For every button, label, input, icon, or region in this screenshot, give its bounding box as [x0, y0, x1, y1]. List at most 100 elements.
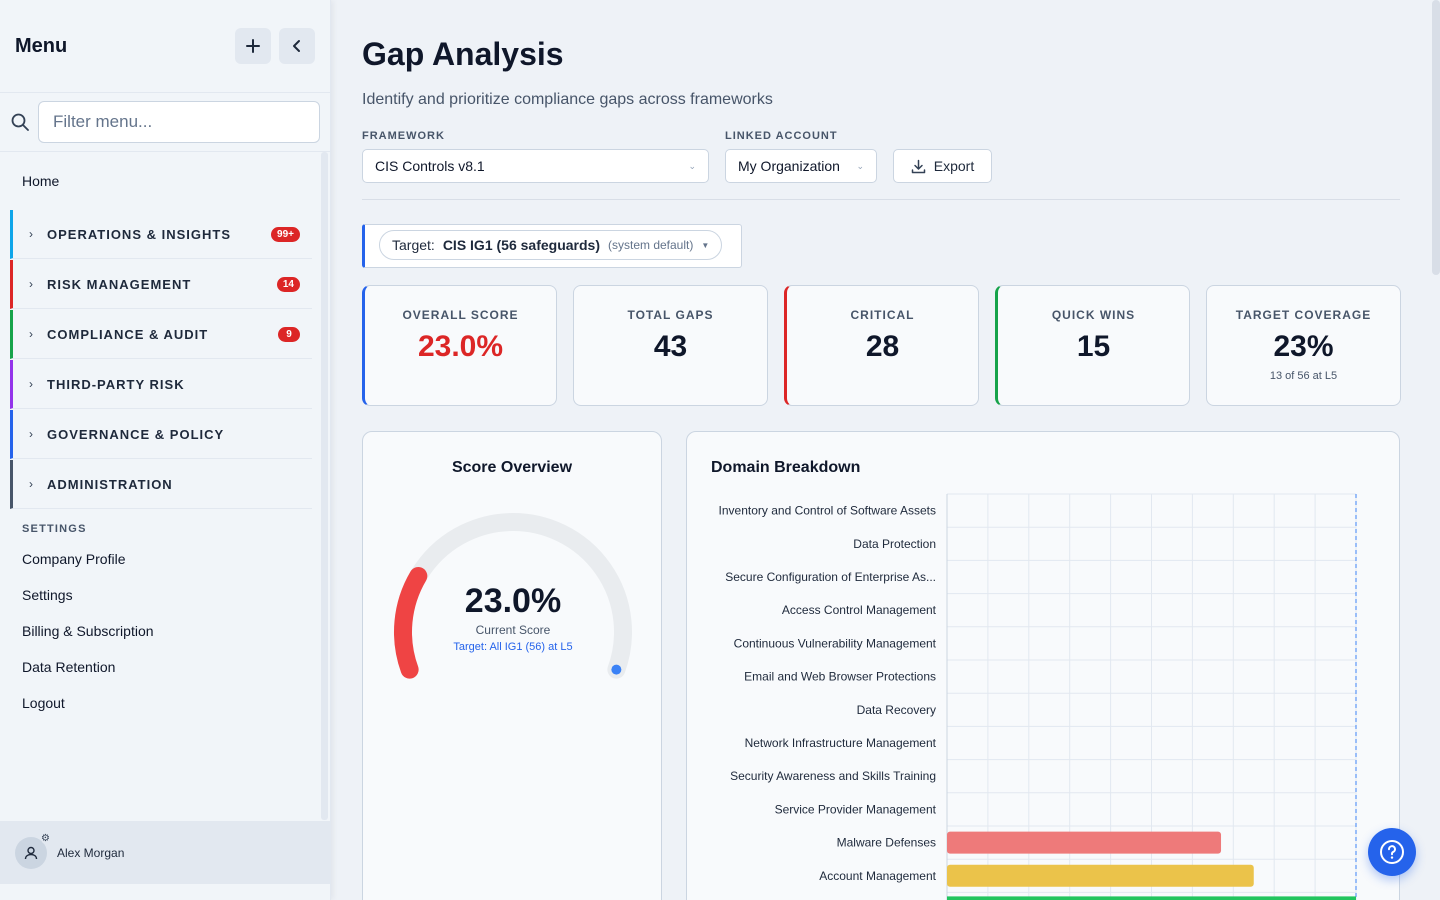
metric-value: 15 [1076, 330, 1111, 363]
sidebar-group-label: ADMINISTRATION [47, 476, 173, 492]
domain-breakdown-chart: Inventory and Control of Software Assets… [719, 493, 1357, 900]
sidebar-group-label: GOVERNANCE & POLICY [47, 426, 225, 442]
page-subtitle: Identify and prioritize compliance gaps … [362, 91, 773, 108]
sidebar-item-home[interactable]: Home [22, 173, 60, 189]
category-label: Email and Web Browser Protections [744, 670, 936, 684]
chevron-right-icon: › [29, 377, 33, 391]
gauge-value-arc [394, 567, 428, 679]
metric-card: TOTAL GAPS 43 [573, 285, 768, 406]
bar-partial [947, 896, 1356, 900]
add-menu-button[interactable] [235, 28, 271, 64]
gauge-target-marker [611, 664, 622, 675]
page-scrollbar-thumb[interactable] [1432, 0, 1440, 275]
sidebar-group[interactable]: › ADMINISTRATION [10, 460, 312, 509]
gauge-value: 23.0% [464, 582, 562, 620]
domain-breakdown-panel: Domain Breakdown Inventory and Control o… [686, 431, 1400, 900]
chevron-left-icon [293, 40, 300, 52]
category-label: Data Protection [853, 537, 936, 551]
chevron-right-icon: › [29, 477, 33, 491]
category-label: Inventory and Control of Software Assets [719, 504, 936, 518]
domain-breakdown-title: Domain Breakdown [711, 459, 861, 476]
gauge-value-label: Current Score [475, 623, 551, 637]
sidebar-settings-item[interactable]: Logout [22, 695, 65, 711]
chevron-right-icon: › [29, 227, 33, 241]
score-gauge [394, 513, 632, 679]
target-value: CIS IG1 (56 safeguards) [442, 237, 600, 253]
score-overview-panel: Score Overview 23.0% Current Score Targe… [362, 431, 662, 900]
category-label: Network Infrastructure Management [745, 736, 937, 750]
category-label: Service Provider Management [775, 802, 937, 816]
metric-subtext: 13 of 56 at L5 [1269, 370, 1338, 382]
chevron-down-icon: ⌄ [856, 160, 864, 171]
sidebar-group[interactable]: › RISK MANAGEMENT 14 [10, 260, 312, 309]
user-profile[interactable]: ⚙ Alex Morgan [0, 821, 330, 884]
user-name: Alex Morgan [57, 845, 125, 860]
sidebar-settings-item[interactable]: Billing & Subscription [22, 623, 154, 639]
category-label: Security Awareness and Skills Training [730, 769, 936, 783]
sidebar-group-label: THIRD-PARTY RISK [47, 376, 185, 392]
chevron-down-icon: ⌄ [688, 160, 696, 171]
help-button[interactable] [1368, 828, 1416, 876]
metric-card: QUICK WINS 15 [995, 285, 1190, 406]
linked-account-select[interactable]: My Organization ⌄ [725, 149, 877, 183]
page-scrollbar[interactable] [1432, 0, 1440, 900]
question-circle-icon [1380, 840, 1404, 864]
sidebar-settings-item[interactable]: Data Retention [22, 659, 116, 675]
avatar: ⚙ [15, 832, 50, 869]
framework-select[interactable]: CIS Controls v8.1 ⌄ [362, 149, 709, 183]
target-default-note: (system default) [607, 238, 694, 252]
metric-label: CRITICAL [850, 308, 915, 322]
metric-card: CRITICAL 28 [784, 285, 979, 406]
sidebar-group-label: OPERATIONS & INSIGHTS [47, 226, 231, 242]
target-dropdown[interactable]: Target: CIS IG1 (56 safeguards) (system … [379, 230, 723, 260]
metric-card: OVERALL SCORE 23.0% [362, 285, 557, 406]
framework-value: CIS Controls v8.1 [375, 158, 485, 174]
notification-badge: 99+ [271, 226, 300, 242]
framework-label: FRAMEWORK [362, 130, 445, 142]
metric-label: TOTAL GAPS [627, 308, 714, 322]
sidebar-group-label: RISK MANAGEMENT [47, 276, 192, 292]
metric-label: OVERALL SCORE [402, 308, 519, 322]
category-label: Account Management [819, 869, 936, 883]
sidebar-group[interactable]: › OPERATIONS & INSIGHTS 99+ [10, 210, 312, 259]
gear-icon: ⚙ [41, 832, 50, 844]
bar[interactable] [947, 831, 1222, 854]
page-title: Gap Analysis [362, 36, 564, 72]
collapse-sidebar-button[interactable] [279, 28, 315, 64]
score-overview-title: Score Overview [451, 459, 573, 476]
metric-value: 43 [653, 330, 688, 363]
filter-menu-input[interactable] [38, 101, 320, 143]
bar[interactable] [947, 864, 1254, 887]
chevron-right-icon: › [29, 277, 33, 291]
sidebar-group-label: COMPLIANCE & AUDIT [47, 326, 209, 342]
caret-down-icon: ▼ [701, 240, 710, 250]
sidebar-group[interactable]: › COMPLIANCE & AUDIT 9 [10, 310, 312, 359]
target-label: Target: [392, 237, 435, 253]
category-label: Secure Configuration of Enterprise As... [725, 570, 936, 584]
download-icon [911, 159, 926, 173]
notification-badge: 9 [278, 326, 300, 342]
export-label: Export [933, 158, 975, 174]
settings-section-header: SETTINGS [22, 523, 87, 535]
notification-badge: 14 [276, 276, 300, 292]
metric-value: 28 [865, 330, 900, 363]
sidebar-settings-item[interactable]: Company Profile [22, 551, 126, 567]
search-icon [10, 112, 38, 132]
metric-card: TARGET COVERAGE 23% 13 of 56 at L5 [1206, 285, 1401, 406]
export-button[interactable]: Export [893, 149, 992, 183]
linked-account-value: My Organization [738, 158, 840, 174]
sidebar: Menu Home › OPERATIONS & INSIGHTS 99+› R… [0, 0, 331, 900]
sidebar-title: Menu [15, 34, 68, 57]
gauge-target-note: Target: All IG1 (56) at L5 [453, 641, 573, 653]
sidebar-group[interactable]: › GOVERNANCE & POLICY [10, 410, 312, 459]
category-label: Malware Defenses [837, 836, 936, 850]
metric-value: 23% [1273, 330, 1334, 363]
category-label: Data Recovery [857, 703, 936, 717]
sidebar-group[interactable]: › THIRD-PARTY RISK [10, 360, 312, 409]
chevron-right-icon: › [29, 327, 33, 341]
sidebar-settings-item[interactable]: Settings [22, 587, 73, 603]
user-icon [24, 846, 38, 859]
gauge-readout: 23.0% Current Score Target: All IG1 (56)… [363, 582, 663, 653]
sidebar-scrollbar[interactable] [321, 152, 328, 820]
metric-value: 23.0% [417, 330, 504, 363]
